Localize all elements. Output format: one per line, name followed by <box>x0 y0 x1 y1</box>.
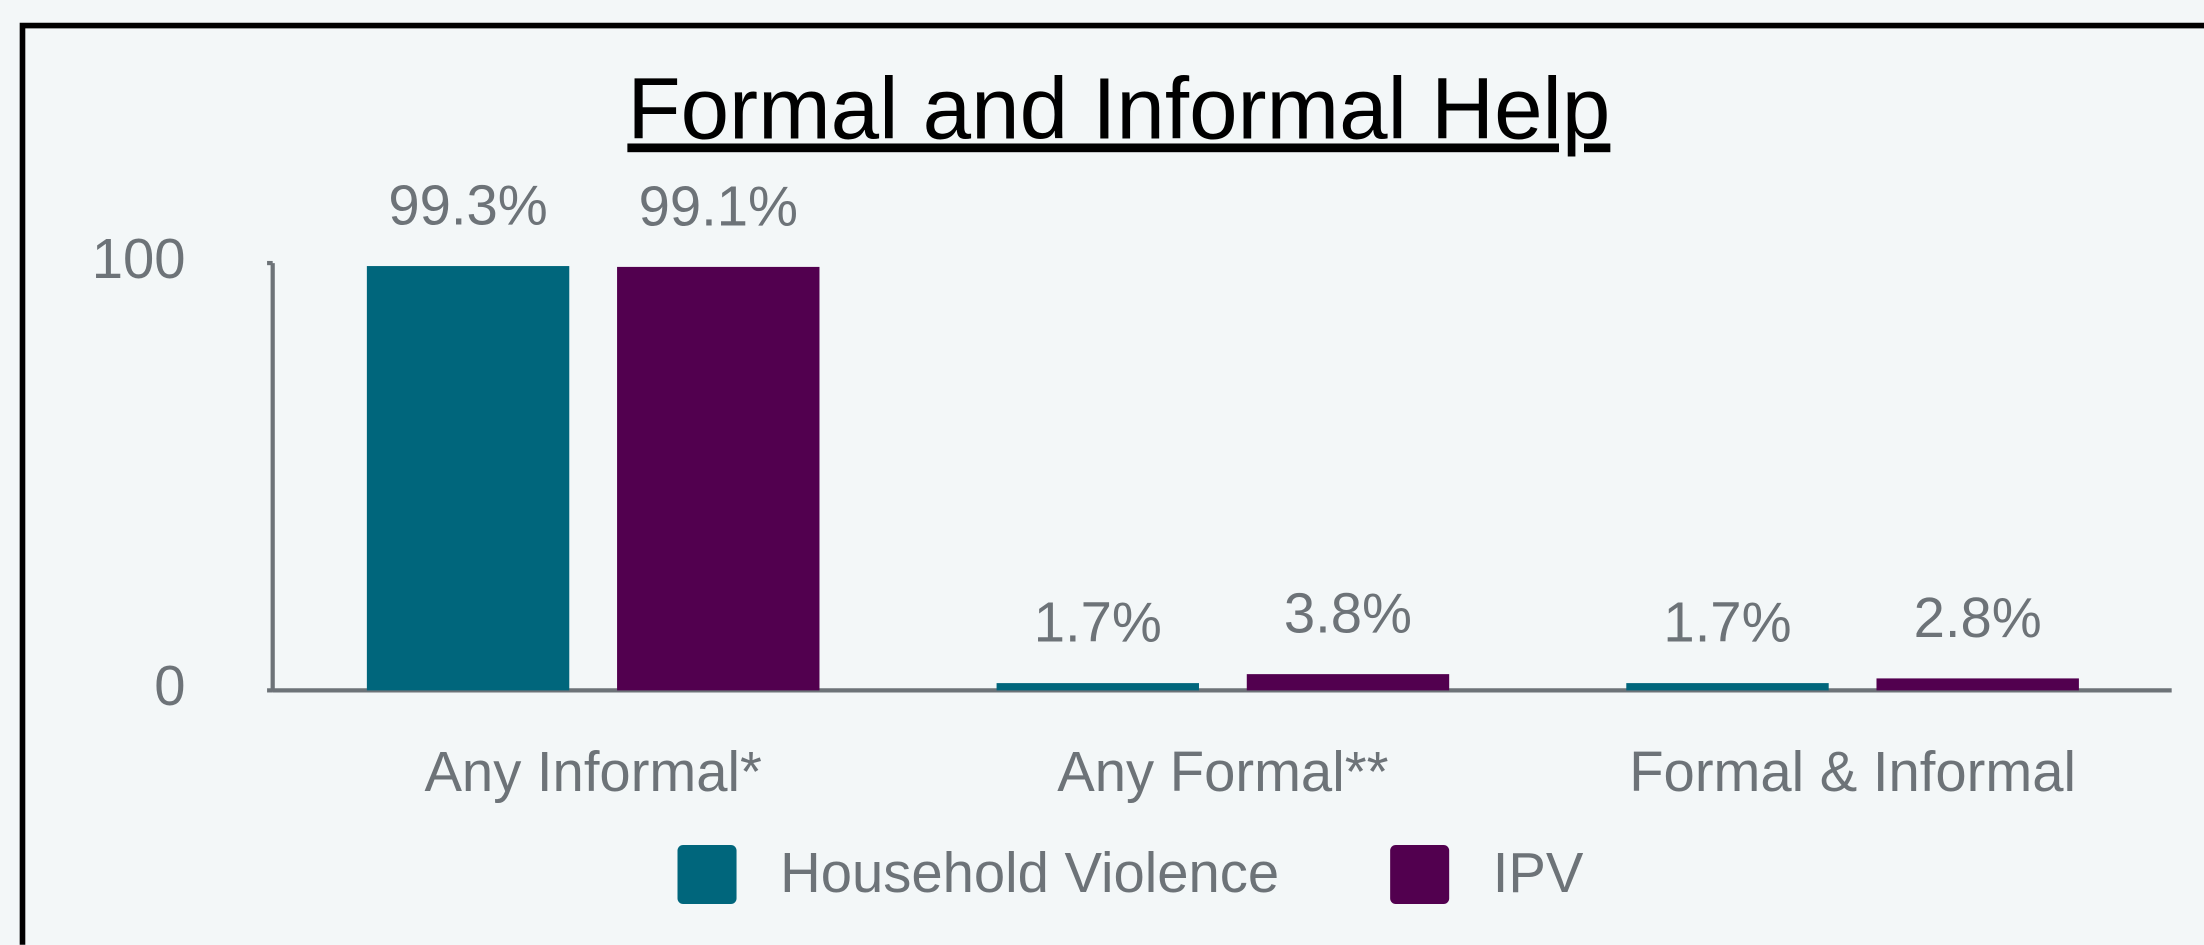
bar <box>1876 678 2079 691</box>
legend-label: IPV <box>1493 841 1584 904</box>
value-label: 3.8% <box>1284 582 1412 645</box>
x-tick-label: Any Formal** <box>1057 740 1388 803</box>
value-label: 1.7% <box>1663 591 1791 654</box>
value-label: 99.1% <box>639 175 798 238</box>
bar <box>996 683 1199 691</box>
value-label: 1.7% <box>1034 591 1162 654</box>
legend-swatch <box>1390 844 1450 905</box>
bar <box>1246 674 1450 691</box>
bar <box>366 266 570 691</box>
bar <box>617 266 820 691</box>
legend-label: Household Violence <box>780 841 1279 904</box>
value-label: 2.8% <box>1914 586 2042 649</box>
legend-swatch <box>677 844 737 905</box>
chart-title: Formal and Informal Help <box>627 60 1610 157</box>
frame <box>19 22 2204 945</box>
x-tick-label: Formal & Informal <box>1629 740 2076 803</box>
x-tick-label: Any Informal* <box>424 740 761 803</box>
value-label: 99.3% <box>388 174 547 237</box>
y-tick-label: 100 <box>92 227 186 290</box>
bar <box>1626 683 1829 691</box>
y-tick-label: 0 <box>154 654 185 717</box>
